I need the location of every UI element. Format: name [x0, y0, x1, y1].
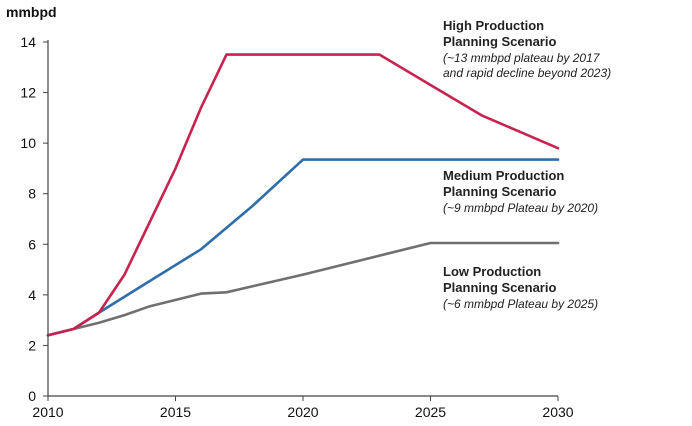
annotation-subtitle-line: (~9 mmbpd Plateau by 2020)	[443, 201, 598, 215]
x-tick-label: 2015	[160, 404, 191, 420]
series-line-high	[46, 53, 560, 337]
annotation-title-line: Low Production	[443, 264, 541, 279]
annotation-title-line: Medium Production	[443, 168, 564, 183]
x-tick-label: 2020	[287, 404, 318, 420]
x-tick-label: 2010	[32, 404, 63, 420]
annotation-title-line: Planning Scenario	[443, 34, 556, 49]
annotation-subtitle-line: (~6 mmbpd Plateau by 2025)	[443, 297, 598, 311]
axes: 0 2 4 6 8 10 12 14 2010 2015 2020 2025 2030	[20, 34, 573, 420]
y-tick-label: 10	[20, 135, 36, 151]
annotation-subtitle-line: and rapid decline beyond 2023)	[443, 66, 611, 80]
y-tick-label: 14	[20, 34, 36, 50]
x-tick-label: 2025	[415, 404, 446, 420]
plot-area	[46, 53, 560, 337]
annotation-subtitle-line: (~13 mmbpd plateau by 2017	[443, 51, 601, 65]
annotation-title-line: High Production	[443, 18, 544, 33]
series-line-low	[46, 241, 560, 337]
y-tick-label: 0	[28, 388, 36, 404]
y-tick-label: 4	[28, 287, 36, 303]
y-tick-label: 6	[28, 236, 36, 252]
y-tick-label: 8	[28, 186, 36, 202]
y-axis-unit-label: mmbpd	[6, 4, 57, 20]
annotation-title-line: Planning Scenario	[443, 184, 556, 199]
y-tick-label: 2	[28, 337, 36, 353]
y-tick-label: 12	[20, 85, 36, 101]
x-tick-label: 2030	[542, 404, 573, 420]
annotation-title-line: Planning Scenario	[443, 280, 556, 295]
